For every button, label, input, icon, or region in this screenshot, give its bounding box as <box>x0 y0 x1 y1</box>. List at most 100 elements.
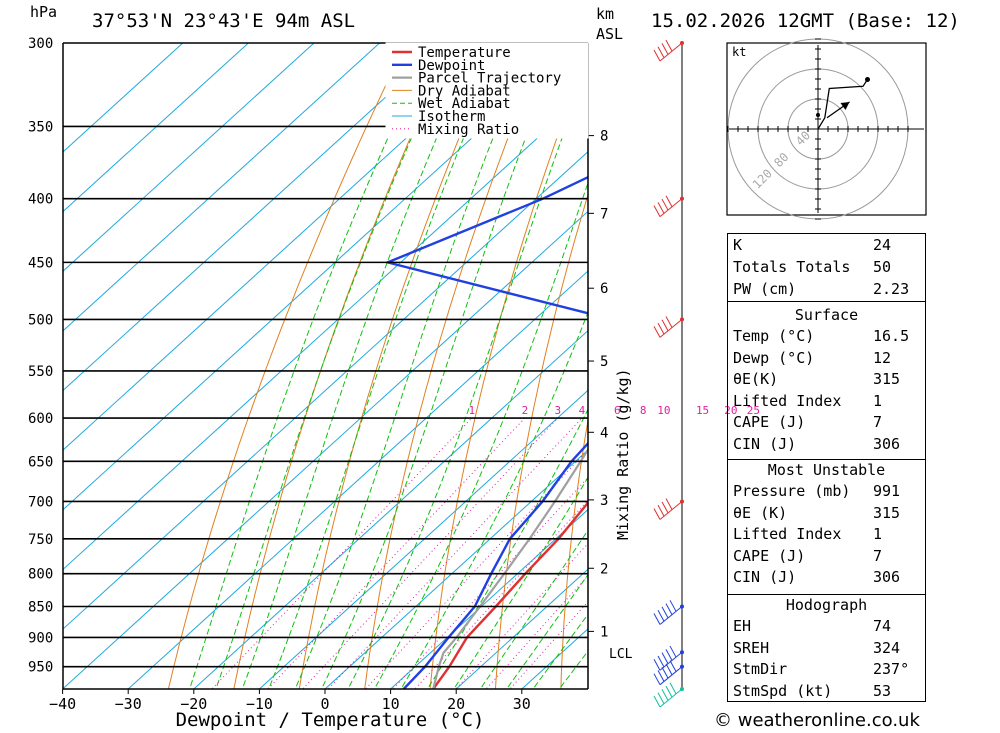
parcel-trajectory-line <box>432 447 588 689</box>
wind-barb-feather <box>665 498 673 510</box>
wind-barb-feather <box>657 692 665 704</box>
km-tick-label: 2 <box>600 561 608 577</box>
surface-value: 7 <box>873 413 883 432</box>
isotherm-line <box>63 43 315 272</box>
wet-adiabat-line <box>347 67 588 689</box>
surface-label: Lifted Index <box>733 391 842 410</box>
most-unstable-value: 7 <box>873 546 883 565</box>
wind-barb-feather <box>653 695 661 708</box>
surface-value: 306 <box>873 435 901 453</box>
isotherm-line <box>63 43 249 213</box>
hodograph-stat-value: 74 <box>873 617 892 635</box>
hodograph-stat-label: StmSpd (kt) <box>733 681 833 700</box>
wind-barb-feather <box>653 673 661 685</box>
wind-barb-feather <box>669 682 677 695</box>
hodograph-start-dot <box>816 113 820 117</box>
hodograph-stat-row: EH 74 <box>733 617 920 638</box>
pressure-tick-label: 350 <box>28 119 53 135</box>
dewpoint-line <box>383 175 588 689</box>
storm-motion-arrowhead <box>840 102 850 110</box>
wind-barb-shaft <box>659 501 683 520</box>
legend-entry: Dry Adiabat <box>418 83 511 99</box>
wind-barb-feather <box>665 685 673 698</box>
datetime-title: 15.02.2026 12GMT (Base: 12) <box>651 10 960 32</box>
panel-divider <box>728 459 925 460</box>
wind-barb <box>653 645 684 671</box>
pressure-tick-label: 750 <box>28 532 53 548</box>
wind-barb-shaft <box>659 606 683 625</box>
hodograph-stat-label: StmDir <box>733 660 788 679</box>
legend-entry: Wet Adiabat <box>418 96 511 112</box>
asl-label: ASL <box>596 25 624 43</box>
most-unstable-row: θE (K) 315 <box>733 504 920 525</box>
wind-barb-shaft <box>659 666 683 686</box>
wind-barb-feather <box>653 508 661 520</box>
wind-barb-feather <box>653 49 661 62</box>
wind-barb-feather <box>669 660 677 672</box>
wind-barb-shaft <box>659 42 683 62</box>
wet-adiabat-line <box>268 43 505 689</box>
x-axis-label: Dewpoint / Temperature (°C) <box>176 709 485 731</box>
most-unstable-value: 306 <box>873 568 901 587</box>
dry-adiabat-line <box>928 25 967 695</box>
most-unstable-label: θE (K) <box>733 503 788 522</box>
isotherm-line <box>63 91 588 571</box>
wind-barb-feather <box>661 501 669 514</box>
wind-barb-feather <box>665 316 673 328</box>
isotherm-line <box>193 329 588 689</box>
mixing-ratio-line <box>392 476 588 689</box>
km-tick-label: 6 <box>600 281 608 297</box>
mixing-ratio-value-label: 1 <box>469 404 476 417</box>
wind-barb <box>653 498 684 520</box>
wind-barb-feather <box>657 46 665 58</box>
surface-row: CIN (J) 306 <box>733 435 920 456</box>
pressure-tick-label: 450 <box>28 255 53 271</box>
wet-adiabat-line <box>373 181 588 689</box>
x-tick-label: −30 <box>115 695 142 713</box>
dry-adiabat-line <box>429 51 588 689</box>
wind-barb-feather <box>665 663 673 676</box>
x-tick-label: 20 <box>447 695 465 713</box>
dry-adiabat-line <box>984 25 1000 695</box>
wind-barb-feather <box>665 39 673 52</box>
mixing-ratio-value-label: 6 <box>614 404 621 417</box>
hodograph-stat-label: SREH <box>733 638 770 657</box>
mixing-ratio-line <box>485 575 588 689</box>
most-unstable-value: 991 <box>873 482 901 500</box>
wind-barb-feather <box>657 504 665 517</box>
pressure-tick-label: 400 <box>28 192 53 208</box>
surface-title: Surface <box>794 306 859 324</box>
legend-box <box>385 42 589 139</box>
hodograph-trace <box>817 79 869 130</box>
km-tick-label: 4 <box>600 425 608 441</box>
pw-label: PW (cm) <box>733 280 797 298</box>
surface-row: Dewp (°C) 12 <box>733 349 920 370</box>
dry-adiabat-line <box>167 43 407 689</box>
wet-adiabat-line <box>215 43 455 689</box>
pressure-tick-label: 650 <box>28 454 53 470</box>
hodograph-stat-row: StmDir 237° <box>733 660 920 681</box>
pressure-tick-label: 550 <box>28 364 53 380</box>
wind-barb-feather <box>661 652 669 664</box>
most-unstable-label: Pressure (mb) <box>733 482 851 500</box>
surface-row: Temp (°C) 16.5 <box>733 327 920 348</box>
km-tick-label: 5 <box>600 354 608 370</box>
wind-barb-feather <box>657 202 665 214</box>
lcl-label: LCL <box>609 647 633 662</box>
pressure-tick-label: 950 <box>28 660 53 676</box>
legend-entry: Temperature <box>418 45 511 61</box>
hodograph-stat-value: 324 <box>873 638 901 657</box>
most-unstable-row: Pressure (mb) 991 <box>733 482 920 503</box>
isotherm-line <box>63 151 588 630</box>
wind-barb <box>653 195 684 218</box>
isotherm-line <box>390 508 588 689</box>
wet-adiabat-line <box>479 529 588 689</box>
mixing-ratio-line <box>327 417 583 689</box>
dry-adiabat-line <box>494 193 588 689</box>
most-unstable-row: CIN (J) 306 <box>733 568 920 589</box>
legend-entry: Isotherm <box>418 109 485 125</box>
km-tick-label: 3 <box>600 493 608 509</box>
wind-barb-feather <box>665 649 673 661</box>
pressure-tick-label: 850 <box>28 600 53 616</box>
km-tick-label: 8 <box>600 129 608 145</box>
